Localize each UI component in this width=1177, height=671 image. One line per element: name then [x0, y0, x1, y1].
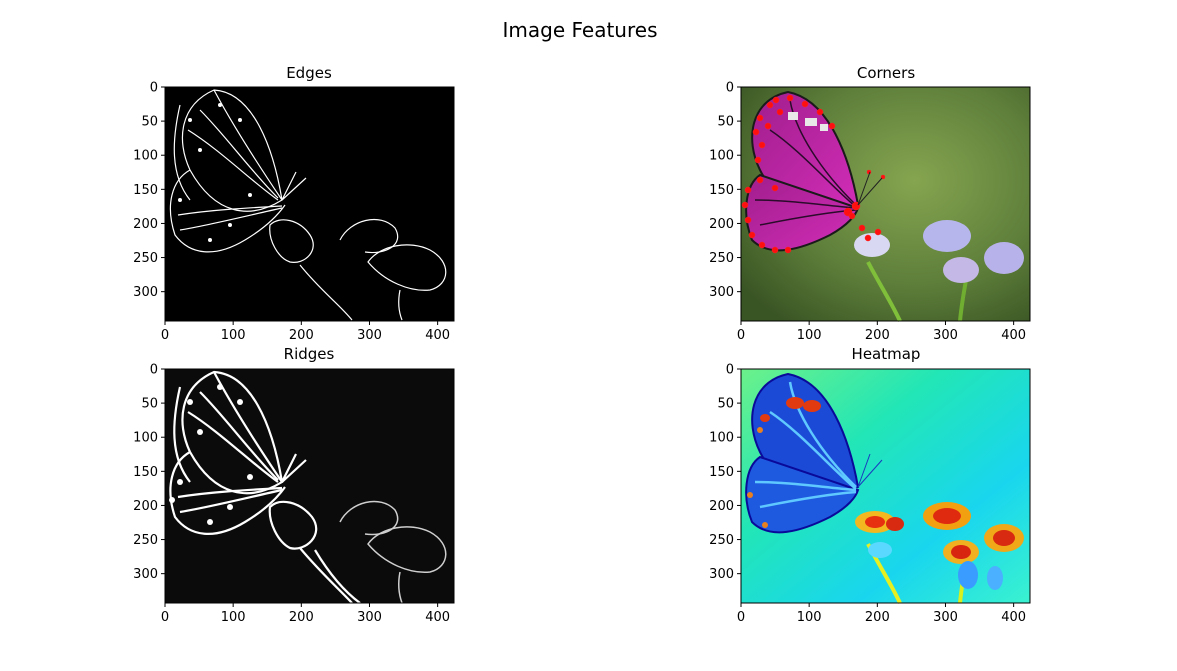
panel-heatmap: Heatmap	[709, 345, 1030, 625]
corners-xtick-label: 100	[797, 328, 822, 343]
ridges-xtick-label: 300	[357, 610, 382, 625]
heatmap-xtick-label: 0	[737, 610, 745, 625]
corners-y-axis: 0 50 100 150 200 250 300	[709, 81, 741, 301]
figure-title: Image Features	[503, 18, 658, 42]
corners-xtick-label: 300	[933, 328, 958, 343]
panel-title-corners: Corners	[857, 64, 915, 82]
ridges-ytick-label: 200	[133, 499, 158, 514]
panel-ridges: Ridges	[133, 345, 454, 625]
edges-y-axis: 0 50 100 150 200 250 300	[133, 81, 165, 301]
panel-title-edges: Edges	[286, 64, 332, 82]
edges-ytick-label: 300	[133, 285, 158, 300]
edges-x-axis: 0 100 200 300 400	[161, 321, 450, 343]
corners-x-axis: 0 100 200 300 400	[737, 321, 1026, 343]
ridges-image	[165, 369, 454, 603]
edges-xtick-label: 0	[161, 328, 169, 343]
ridges-ytick-label: 50	[141, 397, 158, 412]
corners-xtick-label: 200	[865, 328, 890, 343]
heatmap-ytick-label: 50	[717, 397, 734, 412]
ridges-xtick-label: 400	[425, 610, 450, 625]
heatmap-ytick-label: 250	[709, 533, 734, 548]
heatmap-xtick-label: 300	[933, 610, 958, 625]
heatmap-ytick-label: 100	[709, 431, 734, 446]
edges-ytick-label: 150	[133, 183, 158, 198]
corners-xtick-label: 0	[737, 328, 745, 343]
ridges-ytick-label: 150	[133, 465, 158, 480]
edges-ytick-label: 0	[150, 81, 158, 96]
ridges-xtick-label: 200	[289, 610, 314, 625]
ridges-y-axis: 0 50 100 150 200 250 300	[133, 363, 165, 583]
ridges-ytick-label: 300	[133, 567, 158, 582]
edges-ytick-label: 100	[133, 149, 158, 164]
panel-title-ridges: Ridges	[284, 345, 335, 363]
heatmap-ytick-label: 300	[709, 567, 734, 582]
edges-xtick-label: 200	[289, 328, 314, 343]
edges-ytick-label: 250	[133, 251, 158, 266]
heatmap-xtick-label: 400	[1001, 610, 1026, 625]
ridges-xtick-label: 0	[161, 610, 169, 625]
corners-ytick-label: 100	[709, 149, 734, 164]
corners-ytick-label: 50	[717, 115, 734, 130]
panel-corners: Corners	[709, 64, 1030, 343]
corners-ytick-label: 300	[709, 285, 734, 300]
heatmap-ytick-label: 0	[726, 363, 734, 378]
heatmap-xtick-label: 100	[797, 610, 822, 625]
corners-ytick-label: 250	[709, 251, 734, 266]
corners-image	[741, 87, 1030, 321]
edges-xtick-label: 400	[425, 328, 450, 343]
corners-ytick-label: 200	[709, 217, 734, 232]
ridges-ytick-label: 250	[133, 533, 158, 548]
panel-edges: Edges	[133, 64, 454, 343]
ridges-xtick-label: 100	[221, 610, 246, 625]
edges-xtick-label: 300	[357, 328, 382, 343]
edges-ytick-label: 200	[133, 217, 158, 232]
corners-xtick-label: 400	[1001, 328, 1026, 343]
heatmap-ytick-label: 150	[709, 465, 734, 480]
corners-ytick-label: 0	[726, 81, 734, 96]
heatmap-image	[741, 369, 1030, 603]
edges-ytick-label: 50	[141, 115, 158, 130]
heatmap-x-axis: 0 100 200 300 400	[737, 603, 1026, 625]
corners-ytick-label: 150	[709, 183, 734, 198]
heatmap-ytick-label: 200	[709, 499, 734, 514]
panel-title-heatmap: Heatmap	[852, 345, 921, 363]
edges-xtick-label: 100	[221, 328, 246, 343]
ridges-x-axis: 0 100 200 300 400	[161, 603, 450, 625]
edges-image	[165, 87, 454, 321]
heatmap-y-axis: 0 50 100 150 200 250 300	[709, 363, 741, 583]
ridges-ytick-label: 100	[133, 431, 158, 446]
heatmap-xtick-label: 200	[865, 610, 890, 625]
ridges-ytick-label: 0	[150, 363, 158, 378]
